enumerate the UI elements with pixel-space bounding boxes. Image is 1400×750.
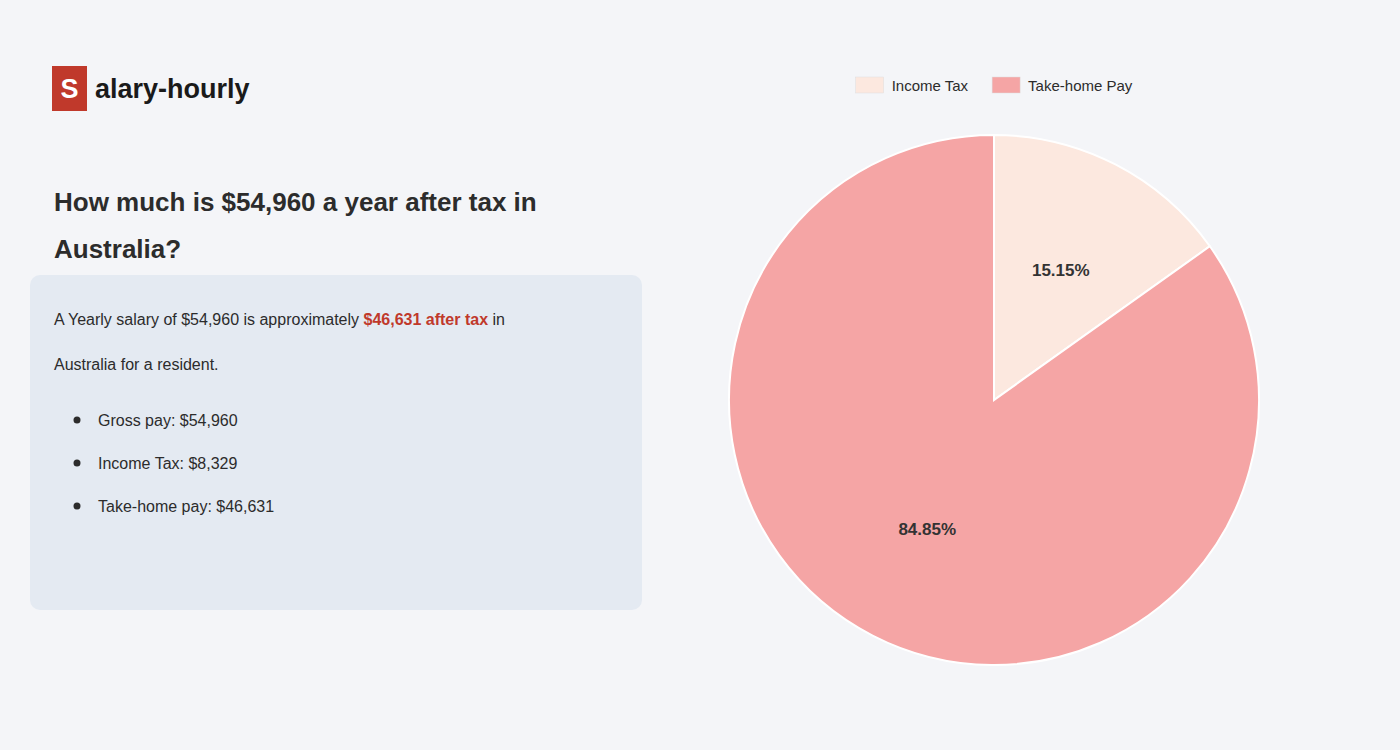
data-labels: 15.15% 84.85% <box>898 261 1089 539</box>
legend: Income Tax Take-home Pay <box>856 77 1133 94</box>
info-highlight: $46,631 after tax <box>364 311 489 328</box>
legend-label: Income Tax <box>892 77 969 94</box>
bullet-dot <box>74 417 81 424</box>
info-text: in <box>488 311 505 328</box>
title-line: Australia? <box>54 234 181 264</box>
info-box <box>30 275 642 610</box>
logo-box <box>52 66 87 111</box>
legend-item: Take-home Pay <box>992 77 1133 94</box>
bullet-dot <box>74 503 81 510</box>
title-line: How much is $54,960 a year after tax in <box>54 187 537 217</box>
bullet-text: Take-home pay: $46,631 <box>98 498 274 515</box>
legend-item: Income Tax <box>856 77 969 94</box>
info-text: A Yearly salary of $54,960 is approximat… <box>54 311 364 328</box>
bullet-dot <box>74 460 81 467</box>
data-label: 15.15% <box>1032 261 1090 280</box>
legend-swatch <box>992 77 1020 93</box>
legend-swatch <box>856 77 884 93</box>
legend-label: Take-home Pay <box>1028 77 1133 94</box>
text-panel: Salary-hourly How much is $54,960 a year … <box>30 66 642 610</box>
bullet-text: Income Tax: $8,329 <box>98 455 237 472</box>
logo-letter: S <box>60 74 78 104</box>
background <box>0 0 1400 750</box>
info-line: A Yearly salary of $54,960 is approximat… <box>54 311 505 328</box>
chart: Salary-hourly How much is $54,960 a year … <box>0 0 1400 750</box>
pie-slice <box>729 135 1259 665</box>
title: How much is $54,960 a year after tax in A… <box>54 187 537 264</box>
logo-text: alary-hourly <box>95 74 250 104</box>
data-label: 84.85% <box>898 520 956 539</box>
pie <box>729 135 1259 665</box>
info-line: Australia for a resident. <box>54 356 219 373</box>
bullet-text: Gross pay: $54,960 <box>98 412 238 429</box>
